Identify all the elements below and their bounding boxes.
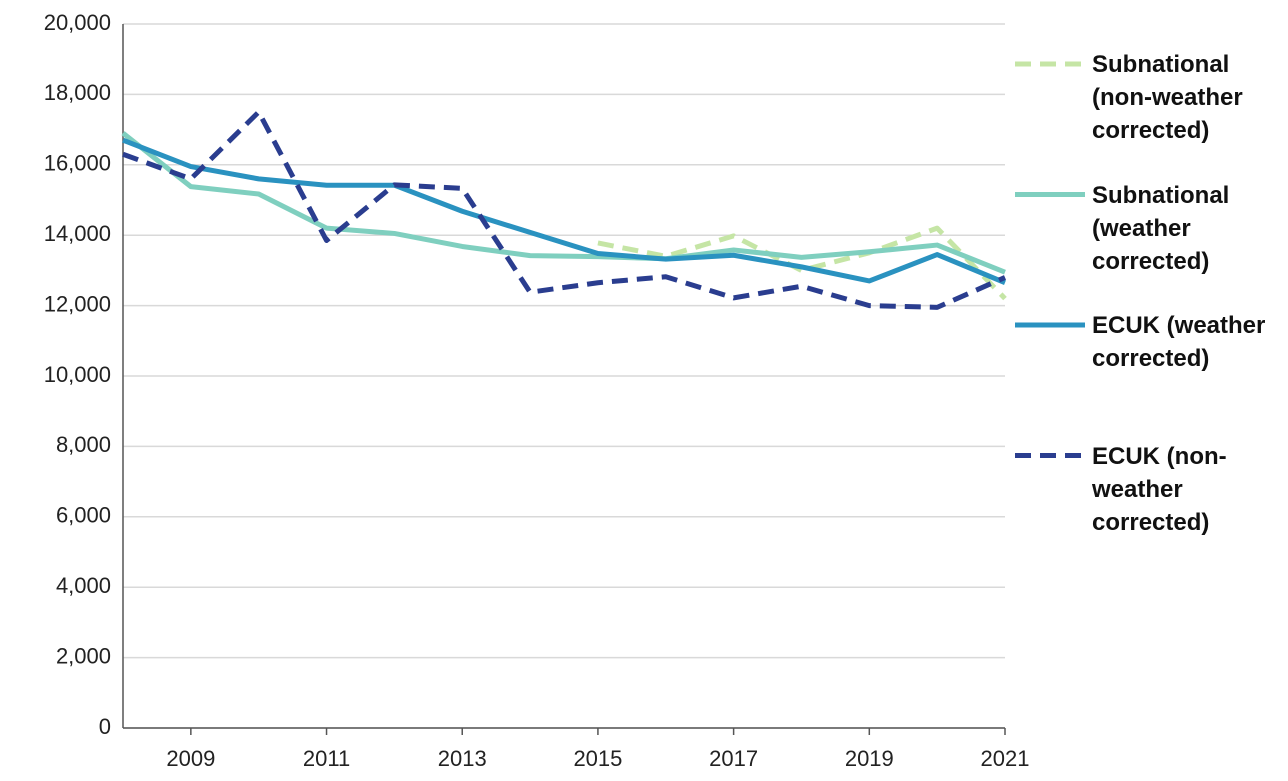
legend-label: Subnational (weather corrected) xyxy=(1092,181,1230,275)
y-tick-label: 20,000 xyxy=(44,10,111,35)
y-tick-label: 14,000 xyxy=(44,221,111,246)
y-tick-label: 16,000 xyxy=(44,151,111,176)
y-tick-label: 8,000 xyxy=(56,432,111,457)
y-tick-label: 12,000 xyxy=(44,291,111,316)
x-tick-label: 2019 xyxy=(845,746,894,771)
legend-label: ECUK (non-weather corrected) xyxy=(1092,442,1227,536)
y-tick-label: 4,000 xyxy=(56,573,111,598)
x-tick-label: 2009 xyxy=(166,746,215,771)
series-line xyxy=(122,109,1007,310)
x-tick-label: 2013 xyxy=(438,746,487,771)
x-tick-label: 2017 xyxy=(709,746,758,771)
series-line xyxy=(597,225,1007,301)
y-tick-label: 2,000 xyxy=(56,643,111,668)
series-line xyxy=(121,131,1006,275)
y-tick-label: 0 xyxy=(99,714,111,739)
legend-label: ECUK (weather corrected) xyxy=(1092,312,1266,372)
y-tick-label: 18,000 xyxy=(44,80,111,105)
legend-label: Subnational (non-weather corrected) xyxy=(1092,51,1243,144)
x-tick-label: 2015 xyxy=(573,746,622,771)
x-tick-label: 2021 xyxy=(981,746,1030,771)
x-tick-label: 2011 xyxy=(303,746,350,771)
y-tick-label: 10,000 xyxy=(44,362,111,387)
y-tick-label: 6,000 xyxy=(56,503,111,528)
series-line xyxy=(122,137,1006,286)
